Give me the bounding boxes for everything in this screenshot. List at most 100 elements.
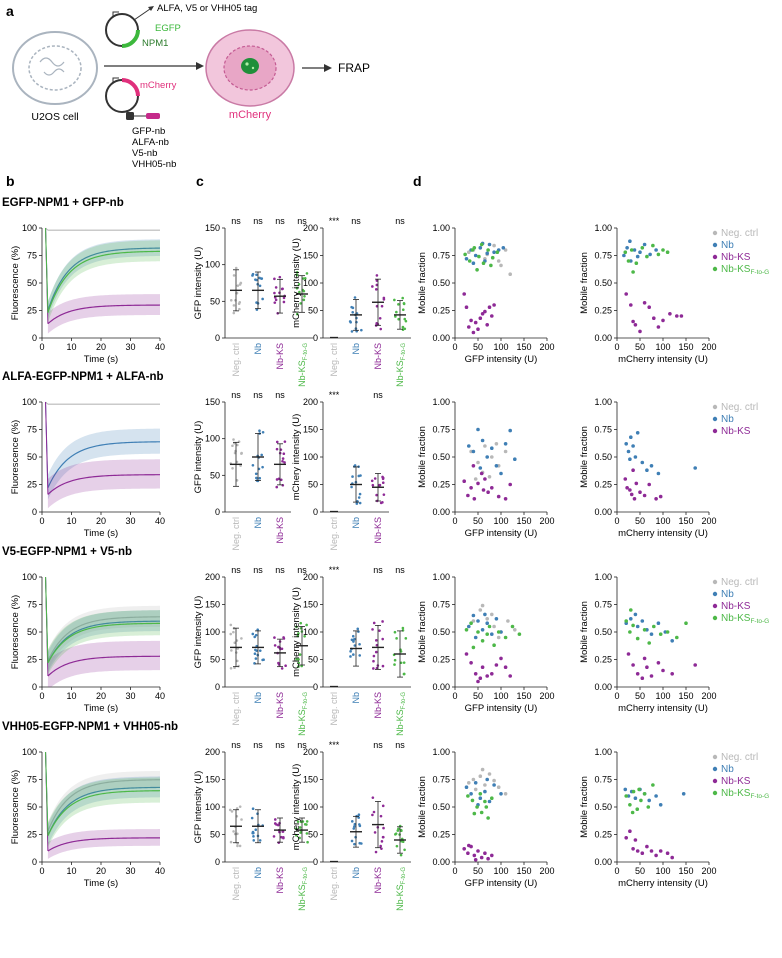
dot-significance: ns: [253, 390, 263, 400]
dot-point: [258, 649, 262, 652]
dot-point: [230, 810, 234, 813]
dot-point: [395, 637, 398, 640]
scatter-point: [484, 805, 489, 809]
scatter-point: [478, 774, 483, 778]
scatter-point: [629, 608, 633, 612]
scatter-point: [634, 481, 639, 486]
scatter-point: [485, 674, 490, 678]
u2os-cell-label: U2OS cell: [31, 111, 78, 123]
nucleolus-highlight: [245, 62, 249, 66]
frap-x-tick-label: 0: [39, 516, 44, 526]
dot-point: [382, 493, 386, 496]
scatter-point: [483, 789, 487, 794]
dot-significance: ns: [253, 216, 263, 226]
dot-y-tick-label: 100: [205, 434, 220, 444]
dot-point: [372, 654, 376, 658]
dot-significance: ns: [253, 565, 263, 575]
legend-marker-nb: [712, 416, 718, 422]
scatter-y-tick-label: 0.00: [594, 682, 612, 692]
scatter-x-tick-label: 100: [493, 342, 508, 352]
scatter-point: [485, 777, 490, 782]
dot-point: [395, 844, 399, 848]
scatter-point: [496, 259, 501, 263]
frap-y-label: Fluorescence (%): [10, 246, 21, 320]
dot-point: [404, 637, 408, 640]
chart-row2-col1: ALFA-EGFP-NPM1 + ALFA-nb 0 25 50 75 100 0 10 20 3…: [2, 371, 165, 539]
scatter-point: [670, 672, 674, 676]
dot-point: [273, 277, 276, 281]
scatter-y-tick-label: 0.25: [432, 830, 450, 840]
frap-line-nbks: [47, 304, 161, 325]
scatter-point: [635, 624, 640, 629]
frap-bleach-drop: [45, 576, 49, 663]
dot-point: [299, 621, 303, 625]
scatter-y-tick-label: 0.25: [432, 306, 450, 316]
scatter-point: [670, 639, 674, 643]
scatter-y-label: Mobile fraction: [579, 252, 590, 314]
scatter-point: [665, 851, 670, 855]
dot-point: [240, 451, 243, 455]
mcherry-plasmid-label: mCherry: [140, 80, 177, 91]
frap-line-nb: [47, 786, 161, 836]
dot-point: [253, 635, 257, 639]
dot-significance: ns: [275, 216, 285, 226]
dot-point: [375, 493, 378, 497]
dot-category-label: Nb: [351, 343, 361, 355]
scatter-point: [640, 246, 645, 250]
dot-y-tick-label: 200: [303, 223, 318, 233]
legend-label-nb-ks: Nb-KS: [721, 252, 751, 263]
frap-line-negctrl: [47, 616, 161, 661]
scatter-x-tick-label: 150: [678, 516, 693, 526]
dot-point: [374, 650, 378, 654]
scatter-x-tick-label: 150: [516, 866, 531, 876]
legend-marker-nb-ks-fg: [712, 790, 718, 796]
dot-point: [251, 807, 255, 811]
frap-y-tick-label: 75: [27, 251, 37, 261]
dot-point: [402, 661, 406, 664]
dot-point: [282, 452, 286, 456]
dot-category-label: Neg. ctrl: [231, 517, 241, 551]
scatter-x-label: mCherry intensity (U): [618, 703, 708, 714]
dot-point: [261, 297, 264, 301]
dot-point: [282, 637, 286, 640]
frap-x-tick-label: 40: [155, 342, 165, 352]
scatter-point: [652, 624, 656, 629]
dot-point: [295, 273, 299, 277]
scatter-point: [464, 305, 469, 310]
scatter-y-tick-label: 0.00: [432, 682, 450, 692]
scatter-point: [635, 636, 640, 641]
dot-point: [305, 623, 308, 627]
dot-point: [375, 666, 379, 670]
dot-significance: ns: [275, 740, 285, 750]
dot-y-tick-label: 150: [205, 223, 220, 233]
scatter-point: [476, 619, 480, 623]
dot-point: [260, 453, 263, 457]
dot-y-tick-label: 50: [308, 480, 318, 490]
scatter-point: [472, 853, 477, 858]
frap-title: ALFA-EGFP-NPM1 + ALFA-nb: [2, 371, 164, 383]
dot-point: [401, 325, 405, 329]
dot-point: [231, 466, 234, 470]
frap-y-tick-label: 25: [27, 306, 37, 316]
scatter-point: [626, 449, 631, 454]
scatter-point: [651, 243, 655, 248]
dot-point: [371, 813, 374, 817]
dot-point: [228, 808, 232, 812]
scatter-y-label: Mobile fraction: [417, 776, 428, 838]
dot-point: [372, 667, 375, 670]
legend-label-nb-ks: Nb-KS: [721, 776, 751, 787]
scatter-x-tick-label: 200: [539, 516, 554, 526]
dot-point: [255, 301, 258, 304]
dot-point: [381, 475, 384, 479]
scatter-point: [648, 252, 652, 257]
scatter-point: [466, 794, 470, 798]
scatter-point: [478, 792, 483, 796]
u2os-nucleolus-squiggle: [39, 57, 65, 76]
dot-point: [358, 501, 362, 505]
mcherry-plasmid-insert: [121, 78, 140, 97]
scatter-point: [503, 248, 508, 252]
dot-point: [351, 634, 355, 638]
scatter-point: [658, 632, 663, 636]
scatter-point: [629, 435, 633, 440]
dot-point: [298, 290, 301, 294]
